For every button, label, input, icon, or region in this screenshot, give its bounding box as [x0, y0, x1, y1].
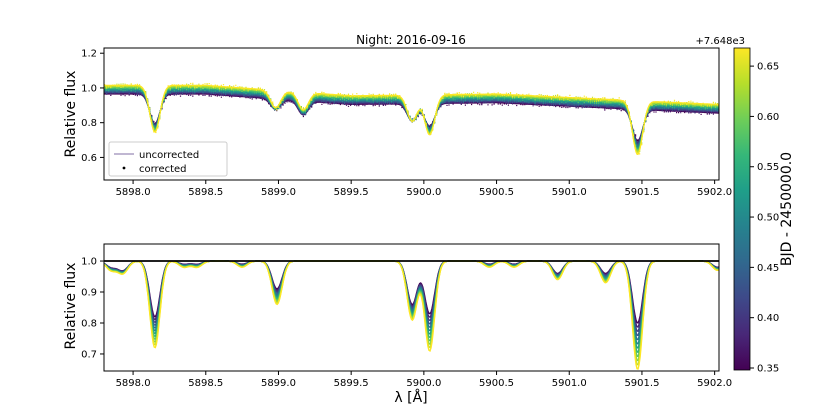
y-tick-label: 1.0 — [81, 83, 97, 94]
x-tick-label: 5898.5 — [188, 187, 223, 198]
top-x-ticks: 5898.0 5898.5 5899.0 5899.5 5900.0 5900.5 5901… — [116, 180, 732, 198]
colorbar-tick-label: 0.35 — [757, 363, 779, 374]
x-tick-label: 5899.0 — [261, 378, 296, 389]
x-axis-label: λ [Å] — [394, 389, 427, 406]
colorbar-tick-label: 0.65 — [757, 62, 779, 73]
spectrum-line — [104, 93, 719, 142]
colorbar: 0.35 0.40 0.45 0.50 0.55 0.60 0.65 BJD - 24500… — [733, 47, 795, 374]
spectrum-line — [104, 91, 719, 146]
spectrum-points — [104, 89, 719, 143]
spectrum-points — [104, 86, 719, 151]
spectrum-points — [104, 90, 719, 145]
x-tick-label: 5899.0 — [261, 187, 296, 198]
spectrum-points — [104, 88, 719, 147]
x-tick-label: 5899.5 — [334, 187, 369, 198]
x-tick-label: 5902.0 — [697, 187, 732, 198]
colorbar-bar — [733, 47, 751, 371]
y-tick-label: 0.7 — [81, 349, 97, 360]
spectrum-line — [104, 91, 719, 144]
bottom-spectra — [104, 260, 719, 370]
spectrum-line — [104, 260, 719, 370]
y-tick-label: 1.2 — [81, 49, 97, 60]
y-tick-label: 0.9 — [81, 288, 97, 299]
colorbar-ticks: 0.35 0.40 0.45 0.50 0.55 0.60 0.65 — [750, 62, 779, 374]
x-tick-label: 5901.5 — [624, 187, 659, 198]
bottom-y-ticks: 0.7 0.8 0.9 1.0 — [81, 257, 104, 360]
spectrum-points — [104, 82, 719, 155]
x-tick-label: 5902.0 — [697, 378, 732, 389]
bottom-x-ticks: 5898.0 5898.5 5899.0 5899.5 5900.0 5900.5 5901… — [116, 371, 732, 389]
legend-box — [108, 141, 228, 177]
colorbar-tick-label: 0.60 — [757, 112, 779, 123]
top-axes-frame — [103, 47, 720, 181]
top-title: Night: 2016-09-16 — [356, 33, 466, 47]
y-tick-label: 0.8 — [81, 318, 97, 329]
legend: uncorrected corrected — [108, 141, 228, 177]
bottom-panel: 5898.0 5898.5 5899.0 5899.5 5900.0 5900.5 5901… — [63, 243, 732, 406]
bottom-y-axis-label: Relative flux — [63, 263, 79, 350]
spectrum-line — [104, 92, 719, 143]
bottom-axes-frame — [103, 243, 720, 372]
colorbar-tick-label: 0.40 — [757, 313, 779, 324]
x-tick-label: 5898.0 — [116, 378, 151, 389]
x-tick-label: 5899.5 — [334, 378, 369, 389]
top-y-axis-label: Relative flux — [63, 71, 79, 158]
legend-corrected-marker — [122, 166, 126, 170]
x-tick-label: 5900.5 — [479, 378, 514, 389]
spectrum-points — [104, 85, 719, 152]
colorbar-label: BJD - 2450000.0 — [779, 152, 795, 266]
y-tick-label: 0.6 — [81, 153, 97, 164]
colorbar-tick-label: 0.55 — [757, 162, 779, 173]
colorbar-tick-label: 0.50 — [757, 213, 779, 224]
spectrum-points — [104, 84, 719, 152]
spectrum-points — [104, 85, 719, 151]
x-tick-label: 5900.0 — [406, 187, 441, 198]
x-tick-label: 5901.0 — [552, 187, 587, 198]
x-tick-label: 5901.0 — [552, 378, 587, 389]
top-panel: Night: 2016-09-16 +7.648e3 5898.0 5898.5 5… — [63, 33, 745, 198]
y-tick-label: 1.0 — [81, 257, 97, 268]
x-tick-label: 5900.0 — [406, 378, 441, 389]
x-tick-label: 5898.5 — [188, 378, 223, 389]
legend-corrected-label: corrected — [139, 164, 187, 175]
spectrum-points — [104, 87, 719, 148]
top-y-ticks: 0.6 0.8 1.0 1.2 — [81, 49, 104, 164]
spectrum-points — [104, 91, 719, 141]
top-spectra — [104, 82, 719, 156]
top-offset-label: +7.648e3 — [695, 36, 745, 47]
legend-uncorrected-label: uncorrected — [139, 150, 199, 161]
x-tick-label: 5900.5 — [479, 187, 514, 198]
x-tick-label: 5901.5 — [624, 378, 659, 389]
x-tick-label: 5898.0 — [116, 187, 151, 198]
colorbar-tick-label: 0.45 — [757, 263, 779, 274]
spectrum-points — [104, 89, 719, 145]
y-tick-label: 0.8 — [81, 118, 97, 129]
